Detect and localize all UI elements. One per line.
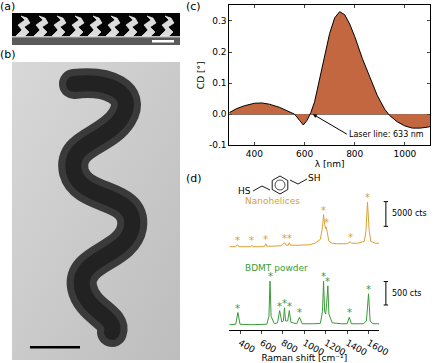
svg-text:*: * (263, 234, 268, 245)
svg-text:0.0: 0.0 (212, 109, 227, 119)
svg-text:*: * (366, 284, 371, 295)
svg-text:*: * (235, 303, 240, 314)
svg-text:λ [nm]: λ [nm] (315, 159, 345, 169)
html-text:(b): (b) (0, 48, 16, 61)
svg-text:1000: 1000 (393, 149, 416, 159)
svg-text:*: * (268, 271, 273, 282)
svg-text:*: * (277, 301, 282, 312)
svg-text:800: 800 (346, 149, 363, 159)
svg-text:600: 600 (296, 149, 313, 159)
svg-text:500 cts: 500 cts (392, 289, 422, 298)
svg-text:0.3: 0.3 (212, 16, 226, 26)
svg-text:1000: 1000 (301, 338, 326, 358)
svg-text:-0.1: -0.1 (209, 140, 227, 150)
svg-text:1200: 1200 (322, 338, 347, 358)
svg-text:0.1: 0.1 (212, 78, 226, 88)
html-text:(d): (d) (186, 172, 202, 185)
svg-text:HS: HS (238, 186, 251, 196)
svg-text:CD [°]: CD [°] (196, 62, 206, 90)
svg-text:400: 400 (237, 338, 257, 355)
svg-text:*: * (365, 192, 370, 203)
svg-text:*: * (287, 233, 292, 244)
html-text:(a): (a) (0, 0, 16, 13)
svg-text:*: * (324, 217, 329, 228)
svg-text:*: * (249, 235, 254, 246)
svg-text:1400: 1400 (344, 338, 369, 358)
svg-text:400: 400 (246, 149, 263, 159)
svg-text:*: * (282, 233, 287, 244)
svg-text:Nanohelices: Nanohelices (245, 196, 300, 206)
svg-text:*: * (282, 298, 287, 309)
svg-text:1600: 1600 (365, 338, 390, 358)
svg-text:600: 600 (258, 338, 278, 355)
svg-text:*: * (287, 301, 292, 312)
svg-text:5000 cts: 5000 cts (392, 209, 427, 218)
svg-text:Laser line: 633 nm: Laser line: 633 nm (349, 130, 424, 139)
svg-text:*: * (321, 271, 326, 282)
svg-text:0.2: 0.2 (212, 47, 226, 57)
svg-text:*: * (348, 232, 353, 243)
svg-text:SH: SH (308, 173, 320, 183)
svg-text:Raman shift [cm⁻¹]: Raman shift [cm⁻¹] (261, 353, 347, 363)
svg-text:BDMT powder: BDMT powder (245, 263, 308, 273)
svg-text:*: * (347, 307, 352, 318)
svg-text:*: * (325, 276, 330, 287)
svg-text:*: * (321, 205, 326, 216)
svg-text:*: * (297, 307, 302, 318)
svg-text:*: * (235, 235, 240, 246)
svg-text:800: 800 (280, 338, 300, 355)
html-text:(c): (c) (186, 0, 201, 13)
